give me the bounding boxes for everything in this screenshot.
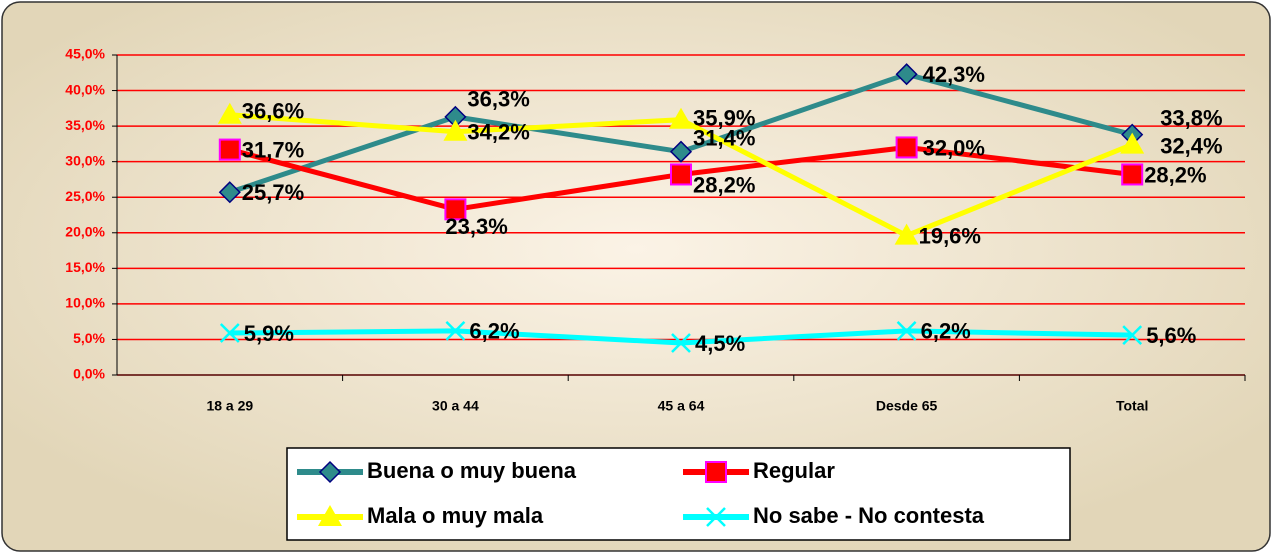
data-label: 19,6% — [919, 223, 981, 248]
data-point — [670, 163, 692, 186]
data-point — [895, 136, 918, 159]
legend-marker — [318, 505, 342, 526]
data-point — [671, 333, 691, 353]
data-label: 35,9% — [693, 106, 755, 131]
data-point — [219, 323, 240, 343]
y-tick-label: 15,0% — [65, 259, 105, 275]
data-label: 6,2% — [921, 319, 971, 344]
data-label: 6,2% — [469, 319, 519, 344]
data-point — [1120, 132, 1145, 154]
data-label: 34,2% — [467, 120, 529, 145]
legend-marker — [705, 461, 727, 483]
data-label: 31,4% — [693, 126, 755, 151]
y-tick-label: 40,0% — [65, 81, 105, 97]
legend-box — [286, 447, 1071, 541]
data-point — [217, 102, 242, 124]
data-point — [444, 198, 467, 221]
data-label: 32,4% — [1160, 133, 1222, 158]
data-point — [218, 138, 241, 161]
data-label: 5,9% — [244, 321, 294, 346]
data-label: 36,3% — [467, 87, 529, 112]
data-point — [895, 63, 918, 86]
x-tick-label: Total — [1116, 398, 1148, 414]
data-label: 36,6% — [242, 99, 304, 124]
data-label: 23,3% — [445, 214, 507, 239]
data-point — [1122, 325, 1143, 346]
legend-label: No sabe - No contesta — [753, 503, 985, 528]
data-label: 28,2% — [1144, 162, 1206, 187]
data-label: 5,6% — [1146, 323, 1196, 348]
data-label: 42,3% — [923, 62, 985, 87]
y-tick-label: 10,0% — [65, 295, 105, 311]
legend-label: Regular — [753, 458, 835, 483]
data-label: 25,7% — [242, 180, 304, 205]
legend-label: Buena o muy buena — [367, 458, 577, 483]
y-tick-label: 0,0% — [73, 366, 105, 382]
y-tick-label: 45,0% — [65, 46, 105, 62]
data-point — [443, 119, 468, 141]
y-tick-label: 25,0% — [65, 188, 105, 204]
data-point — [1121, 163, 1144, 186]
x-tick-label: 18 a 29 — [206, 398, 253, 414]
x-tick-label: Desde 65 — [876, 398, 938, 414]
legend-marker — [706, 507, 726, 527]
data-label: 4,5% — [695, 331, 745, 356]
data-label: 31,7% — [242, 137, 304, 162]
data-point — [669, 107, 693, 129]
data-point — [669, 140, 693, 163]
data-label: 32,0% — [923, 135, 985, 160]
y-tick-label: 5,0% — [73, 330, 105, 346]
data-point — [218, 181, 241, 204]
data-label: 28,2% — [693, 172, 755, 197]
y-tick-label: 30,0% — [65, 152, 105, 168]
data-label: 33,8% — [1160, 105, 1222, 130]
data-point — [896, 321, 917, 341]
x-tick-label: 45 a 64 — [658, 398, 705, 414]
legend-marker — [318, 460, 342, 484]
data-point — [894, 223, 919, 245]
data-point — [445, 321, 466, 341]
legend-label: Mala o muy mala — [367, 503, 544, 528]
x-tick-label: 30 a 44 — [432, 398, 479, 414]
y-tick-label: 20,0% — [65, 223, 105, 239]
y-tick-label: 35,0% — [65, 117, 105, 133]
